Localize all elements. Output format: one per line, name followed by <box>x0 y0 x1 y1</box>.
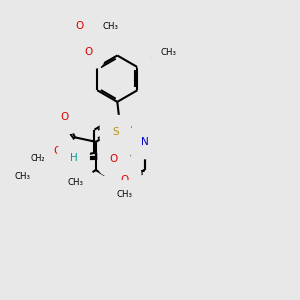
Text: CH₃: CH₃ <box>103 22 118 32</box>
Text: CH₃: CH₃ <box>117 190 133 199</box>
Text: O: O <box>61 112 69 122</box>
Text: CH₃: CH₃ <box>68 178 84 187</box>
Text: O: O <box>75 21 83 31</box>
Text: N: N <box>141 137 148 147</box>
Text: CH₂: CH₂ <box>31 154 45 163</box>
Text: H: H <box>70 153 77 163</box>
Text: O: O <box>121 175 129 185</box>
Text: O: O <box>54 146 62 156</box>
Text: CH₃: CH₃ <box>14 172 30 181</box>
Text: O: O <box>150 54 158 64</box>
Text: S: S <box>112 127 119 137</box>
Text: O: O <box>110 154 118 164</box>
Text: N: N <box>116 179 124 189</box>
Text: CH₃: CH₃ <box>160 48 177 57</box>
Text: O: O <box>84 46 92 57</box>
